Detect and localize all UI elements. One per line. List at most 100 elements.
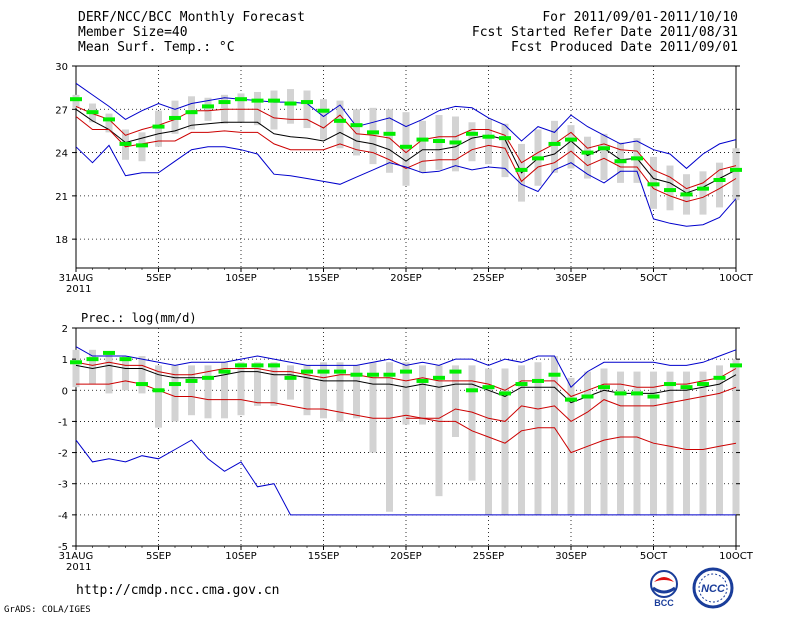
spread-bar bbox=[353, 365, 360, 419]
x-tick-label: 10SEP bbox=[225, 551, 256, 562]
spread-bar bbox=[171, 365, 179, 422]
spread-bar bbox=[336, 100, 344, 149]
mean-marker bbox=[383, 131, 396, 136]
mean-marker bbox=[499, 136, 511, 141]
series-line-min bbox=[75, 439, 736, 516]
spread-bar bbox=[666, 165, 674, 211]
mean-marker bbox=[433, 375, 445, 380]
mean-marker bbox=[697, 186, 709, 191]
ncc-logo: NCC bbox=[692, 567, 734, 609]
spread-bar bbox=[534, 362, 542, 515]
mean-marker bbox=[482, 385, 495, 390]
mean-marker bbox=[119, 141, 132, 146]
spread-bar bbox=[699, 171, 707, 215]
source-url[interactable]: http://cmdp.ncc.cma.gov.cn bbox=[76, 583, 280, 598]
chart-panel-prec: -5 -4 -3 -2 -1 0 1 2 31AUG 5SEP 10SEP 15SEP 20SEP 25S… bbox=[58, 311, 754, 573]
mean-marker bbox=[185, 110, 198, 115]
x-tick-label: 5SEP bbox=[146, 551, 171, 562]
spread-bar bbox=[72, 349, 80, 388]
spread-bar bbox=[270, 90, 278, 130]
mean-marker bbox=[70, 360, 82, 365]
mean-marker bbox=[136, 382, 148, 387]
y-tick-label: -5 bbox=[58, 542, 68, 553]
mean-marker bbox=[614, 159, 627, 164]
mean-marker bbox=[169, 382, 181, 387]
mean-marker bbox=[136, 143, 148, 148]
mean-marker bbox=[433, 139, 445, 144]
spread-bar bbox=[254, 362, 261, 406]
mean-marker bbox=[680, 192, 693, 197]
y-tick-label: 27 bbox=[55, 105, 68, 116]
mean-marker bbox=[697, 382, 709, 387]
mean-marker bbox=[284, 101, 297, 106]
spread-bar bbox=[567, 125, 575, 169]
mean-marker bbox=[317, 108, 330, 113]
spread-bar bbox=[270, 362, 278, 406]
spread-bar bbox=[303, 90, 311, 129]
mean-marker bbox=[284, 375, 297, 380]
mean-marker bbox=[631, 156, 643, 161]
spread-bar bbox=[485, 119, 492, 165]
spread-bar bbox=[435, 365, 443, 497]
mean-marker bbox=[400, 144, 412, 149]
y-tick-label: -2 bbox=[58, 449, 68, 460]
header-right: For 2011/09/01-2011/10/10 Fcst Started Re… bbox=[472, 10, 738, 55]
variable-label: Mean Surf. Temp.: °C bbox=[78, 40, 235, 55]
mean-marker bbox=[581, 394, 594, 399]
mean-marker bbox=[532, 156, 544, 161]
mean-marker bbox=[202, 375, 214, 380]
mean-marker bbox=[334, 118, 346, 123]
series-line-p90 bbox=[75, 361, 737, 398]
mean-marker bbox=[367, 130, 379, 135]
bcc-logo-text: BCC bbox=[654, 598, 674, 608]
spread-bar bbox=[353, 109, 360, 156]
x-tick-label: 30SEP bbox=[555, 273, 586, 284]
x-tick-label: 25SEP bbox=[473, 273, 504, 284]
spread-bar bbox=[716, 162, 723, 208]
mean-marker bbox=[235, 363, 247, 368]
spread-bar bbox=[567, 377, 575, 515]
series-line-p_low bbox=[406, 417, 737, 454]
mean-marker bbox=[680, 385, 693, 390]
mean-marker bbox=[251, 363, 264, 368]
mean-marker bbox=[152, 124, 165, 129]
chart-title: DERF/NCC/BCC Monthly Forecast bbox=[78, 10, 305, 25]
mean-marker bbox=[119, 357, 132, 362]
ncc-logo-text: NCC bbox=[701, 583, 726, 595]
spread-bar bbox=[402, 362, 410, 425]
mean-marker bbox=[86, 357, 99, 362]
x-tick-label: 15SEP bbox=[308, 273, 339, 284]
spread-bar bbox=[617, 371, 624, 515]
mean-marker bbox=[367, 372, 379, 377]
spread-bar bbox=[221, 362, 228, 419]
mean-marker bbox=[647, 182, 660, 187]
mean-marker bbox=[152, 388, 165, 393]
y-tick-label: -4 bbox=[58, 511, 68, 522]
x-tick-label: 5OCT bbox=[640, 551, 668, 562]
y-tick-label: 0 bbox=[62, 386, 68, 397]
series-line-min bbox=[75, 144, 737, 227]
spread-bar bbox=[633, 371, 641, 515]
mean-marker bbox=[86, 110, 99, 115]
fcst-started-date: Fcst Started Refer Date 2011/08/31 bbox=[471, 25, 738, 40]
spread-bar bbox=[72, 94, 80, 108]
series-line-max bbox=[75, 82, 737, 170]
spread-bar bbox=[155, 365, 162, 428]
spread-bar bbox=[716, 365, 723, 515]
spread-bar bbox=[320, 362, 327, 419]
mean-marker bbox=[532, 378, 544, 383]
spread-bar bbox=[600, 368, 608, 515]
spread-bar bbox=[336, 362, 344, 422]
x-tick-label: 31AUG bbox=[59, 273, 94, 284]
mean-marker bbox=[565, 397, 577, 402]
grads-credit: GrADS: COLA/IGES bbox=[4, 605, 91, 615]
mean-marker bbox=[581, 150, 594, 155]
y-tick-label: 1 bbox=[62, 355, 68, 366]
spread-bar bbox=[683, 371, 690, 515]
spread-bar bbox=[551, 356, 558, 515]
spread-bar bbox=[551, 120, 558, 173]
spread-bar bbox=[501, 368, 509, 515]
y-tick-label: -3 bbox=[58, 480, 68, 491]
spread-bar bbox=[188, 365, 195, 416]
